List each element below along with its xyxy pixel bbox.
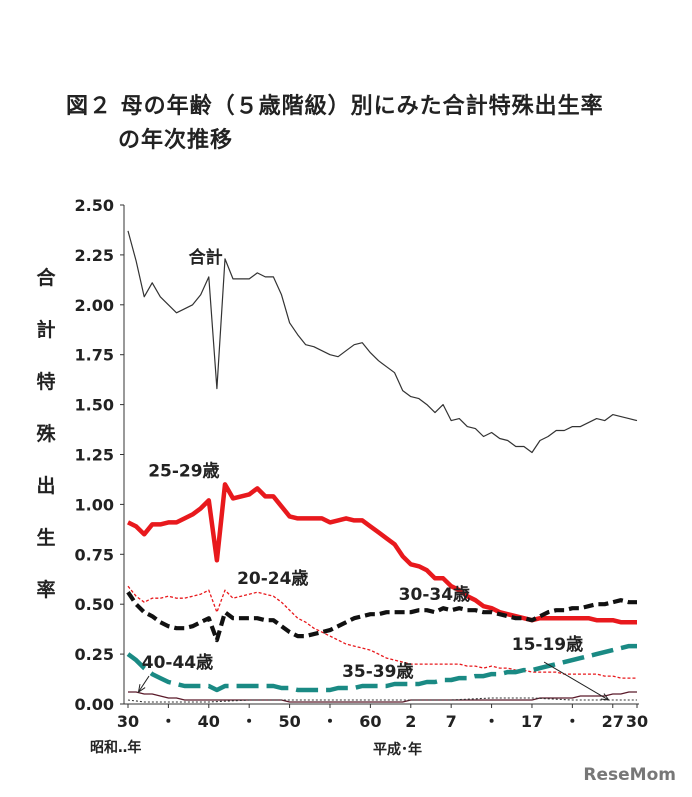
series-line-6: [127, 697, 637, 703]
y-axis-label-char: 特: [36, 371, 56, 393]
x-tick-label: 30: [626, 712, 648, 731]
x-tick-label: 17: [521, 712, 543, 731]
chart-title-line2: の年次推移: [118, 128, 234, 153]
series-line-4: [126, 643, 637, 693]
watermark-logo: ReseMom: [583, 765, 676, 785]
chart-axes: 0.00 0.25 0.50 0.75 1.00 1.25 1.50 1.75 2.00 2.25…: [75, 196, 649, 758]
y-tick-label: 0.75: [75, 545, 114, 564]
y-axis-label-char: 率: [36, 579, 56, 601]
series-label-3: 30-34歳: [399, 584, 470, 605]
x-tick-label: ・: [564, 712, 580, 731]
annotation-arrow-15-19: [543, 661, 609, 701]
y-tick-label: 0.25: [75, 645, 114, 664]
series-line-0: [127, 230, 638, 454]
x-axis-era-label-showa: 昭和‥年: [90, 739, 141, 756]
annotation-arrow-40-44: [138, 675, 150, 693]
y-axis-label-char: 合: [36, 267, 56, 289]
series-line-2: [127, 585, 637, 679]
x-tick-label: 40: [198, 712, 220, 731]
y-tick-label: 1.25: [75, 446, 114, 465]
chart-title-line1: 図２ 母の年齢（５歳階級）別にみた合計特殊出生率: [66, 94, 604, 119]
y-axis-label: 合 計 特 殊 出 生 率: [34, 252, 58, 616]
series-label-6: 15-19歳: [512, 634, 583, 655]
y-axis-label-char: 生: [36, 527, 56, 549]
chart-title: 図２ 母の年齢（５歳階級）別にみた合計特殊出生率 の年次推移: [66, 90, 666, 158]
chart-series: [126, 230, 638, 703]
x-tick-label: 30: [117, 712, 139, 731]
annotation-arrow-15-19-head: [600, 693, 610, 701]
series-line-5: [128, 691, 637, 703]
x-tick-label: 27: [602, 712, 624, 731]
series-line-1: [127, 482, 637, 625]
y-tick-label: 2.25: [75, 246, 114, 265]
y-axis-label-char: 殊: [36, 423, 56, 445]
y-axis-label-char: 出: [36, 475, 56, 497]
x-tick-label: 2: [405, 712, 416, 731]
x-tick-label: 50: [278, 712, 300, 731]
y-tick-label: 2.00: [75, 296, 114, 315]
series-label-5: 40-44歳: [142, 652, 213, 673]
x-tick-label: ・: [241, 712, 257, 731]
series-labels: 合計 25-29歳 20-24歳 30-34歳 35-39歳 40-44歳 15-19歳: [137, 247, 610, 701]
y-tick-label: 0.00: [75, 695, 114, 714]
y-tick-label: 1.00: [75, 495, 114, 514]
x-tick-label: 7: [446, 712, 457, 731]
series-label-4: 35-39歳: [342, 661, 413, 682]
series-line-3: [126, 591, 637, 643]
series-label-1: 25-29歳: [148, 460, 219, 481]
x-tick-label: ・: [160, 712, 176, 731]
x-axis-era-label-heisei: 平成･年: [373, 741, 422, 758]
y-tick-label: 1.75: [75, 346, 114, 365]
y-axis-label-char: 計: [36, 319, 56, 341]
x-tick-label: ・: [322, 712, 338, 731]
series-label-2: 20-24歳: [237, 568, 308, 589]
x-tick-label: ・: [484, 712, 500, 731]
y-tick-label: 1.50: [75, 396, 114, 415]
y-tick-label: 2.50: [75, 196, 114, 215]
annotation-arrow-40-44-head: [137, 684, 146, 694]
x-tick-label: 60: [359, 712, 381, 731]
series-label-0: 合計: [189, 247, 223, 268]
y-tick-label: 0.50: [75, 595, 114, 614]
